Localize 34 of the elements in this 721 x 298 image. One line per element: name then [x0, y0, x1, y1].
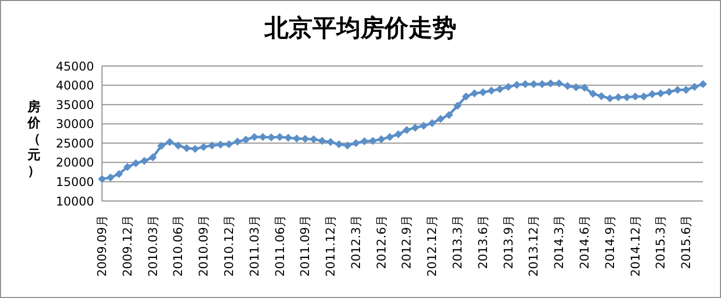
- y-tick-label: 15000: [56, 174, 94, 189]
- y-tick-label: 30000: [56, 117, 94, 132]
- x-tick-label: 2013.3月: [450, 215, 465, 269]
- x-tick-label: 2014.3月: [552, 215, 566, 269]
- x-tick-label: 2009.09月: [95, 215, 109, 277]
- x-tick-label: 2012.6月: [374, 215, 388, 269]
- x-tick-label: 2014.9月: [602, 215, 617, 269]
- y-tick-label: 25000: [56, 136, 94, 150]
- y-axis-title: 房价（元）: [26, 100, 42, 180]
- y-tick-label: 40000: [56, 78, 94, 93]
- y-tick-label: 10000: [56, 194, 94, 208]
- x-tick-label: 2011.09月: [298, 215, 312, 277]
- x-tick-label: 2010.09月: [196, 215, 211, 277]
- x-tick-label: 2012.9月: [400, 215, 414, 269]
- x-tick-label: 2011.03月: [247, 215, 262, 277]
- x-tick-label: 2013.9月: [501, 215, 516, 269]
- x-tick-label: 2012.3月: [348, 215, 363, 269]
- y-tick-label: 35000: [56, 98, 94, 112]
- x-tick-label: 2015.6月: [679, 215, 694, 269]
- x-tick-label: 2011.12月: [324, 215, 338, 277]
- y-tick-label: 20000: [56, 156, 94, 170]
- x-tick-label: 2010.12月: [222, 215, 236, 277]
- x-tick-label: 2015.3月: [654, 215, 668, 269]
- x-tick-label: 2013.6月: [476, 215, 490, 269]
- x-tick-label: 2014.6月: [577, 215, 592, 269]
- x-tick-label: 2012.12月: [425, 215, 440, 277]
- y-tick-label: 45000: [56, 59, 94, 74]
- x-tick-label: 2010.03月: [146, 215, 160, 277]
- x-tick-label: 2014.12月: [628, 215, 642, 277]
- x-tick-label: 2011.06月: [272, 215, 287, 277]
- x-tick-label: 2009.12月: [120, 215, 134, 277]
- x-tick-label: 2013.12月: [526, 215, 541, 277]
- x-tick-label: 2010.06月: [171, 215, 186, 277]
- chart-title: 北京平均房价走势: [263, 13, 458, 44]
